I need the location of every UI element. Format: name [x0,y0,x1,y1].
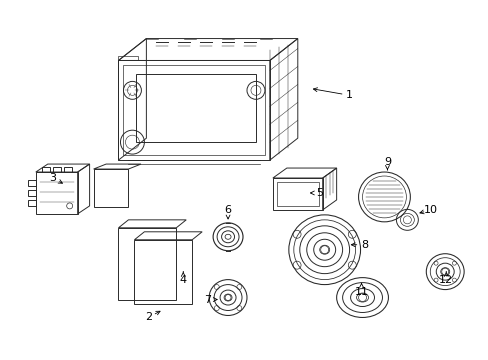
Text: 8: 8 [360,240,367,250]
Text: 12: 12 [438,275,452,285]
Text: 9: 9 [383,157,390,167]
Text: 4: 4 [179,275,186,285]
Text: 11: 11 [354,287,368,297]
Text: 10: 10 [424,205,437,215]
Text: 2: 2 [144,312,152,323]
Text: 5: 5 [316,188,323,198]
Text: 7: 7 [204,294,211,305]
Text: 3: 3 [49,173,56,183]
Text: 6: 6 [224,205,231,215]
Text: 1: 1 [346,90,352,100]
